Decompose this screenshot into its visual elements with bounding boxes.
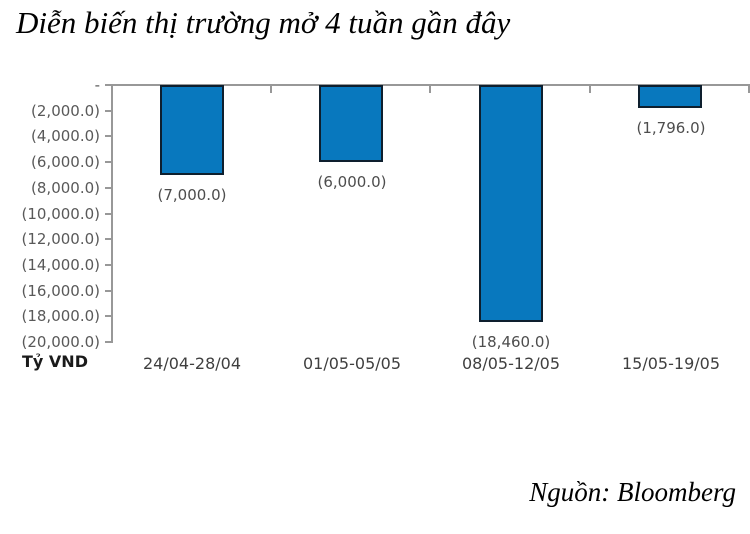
data-label: (6,000.0) <box>317 173 387 191</box>
y-tick-label: (18,000.0) <box>21 307 100 326</box>
y-tick-label: (14,000.0) <box>21 255 100 274</box>
x-tick <box>269 85 272 93</box>
x-axis-zero-line <box>112 84 750 86</box>
y-tick <box>105 238 111 241</box>
source-credit: Nguồn: Bloomberg <box>529 477 736 507</box>
y-axis-unit-label: Tỷ VND <box>22 352 88 371</box>
y-tick <box>105 161 111 164</box>
y-tick-label: (4,000.0) <box>31 127 100 146</box>
plot-area: - (2,000.0) (4,000.0) (6,000.0) (8,000.0) (10… <box>21 76 750 373</box>
data-label: (7,000.0) <box>157 186 227 204</box>
category-label: 15/05-19/05 <box>622 354 720 373</box>
y-tick <box>105 315 111 318</box>
y-tick <box>105 109 111 112</box>
y-tick <box>105 186 111 189</box>
category-label: 08/05-12/05 <box>462 354 560 373</box>
y-tick-label: (10,000.0) <box>21 204 100 223</box>
bar <box>319 85 383 162</box>
bar <box>479 85 543 322</box>
x-tick <box>429 85 431 93</box>
y-tick <box>105 84 111 86</box>
y-tick-label: (20,000.0) <box>21 333 100 351</box>
y-tick <box>105 135 111 138</box>
x-tick <box>748 85 750 93</box>
y-tick <box>105 263 111 266</box>
bar <box>160 85 224 175</box>
x-tick <box>588 85 591 93</box>
data-label: (1,796.0) <box>636 119 706 137</box>
y-tick <box>105 212 111 215</box>
category-label: 24/04-28/04 <box>143 354 241 373</box>
y-tick-label: - <box>94 76 100 94</box>
y-tick <box>105 289 111 292</box>
y-tick-label: (8,000.0) <box>31 178 100 197</box>
y-tick-label: (16,000.0) <box>21 281 100 300</box>
data-label: (18,460.0) <box>471 333 551 351</box>
y-axis-line <box>111 84 113 343</box>
y-tick-label: (6,000.0) <box>31 153 100 172</box>
y-tick-label: (2,000.0) <box>31 101 100 120</box>
bar <box>638 85 702 108</box>
chart-title: Diễn biến thị trường mở 4 tuần gần đây <box>16 5 511 40</box>
y-tick <box>105 341 111 343</box>
y-tick-label: (12,000.0) <box>21 230 100 249</box>
open-market-bar-chart: - (2,000.0) (4,000.0) (6,000.0) (8,000.0) (10… <box>21 76 750 373</box>
category-label: 01/05-05/05 <box>303 354 401 373</box>
